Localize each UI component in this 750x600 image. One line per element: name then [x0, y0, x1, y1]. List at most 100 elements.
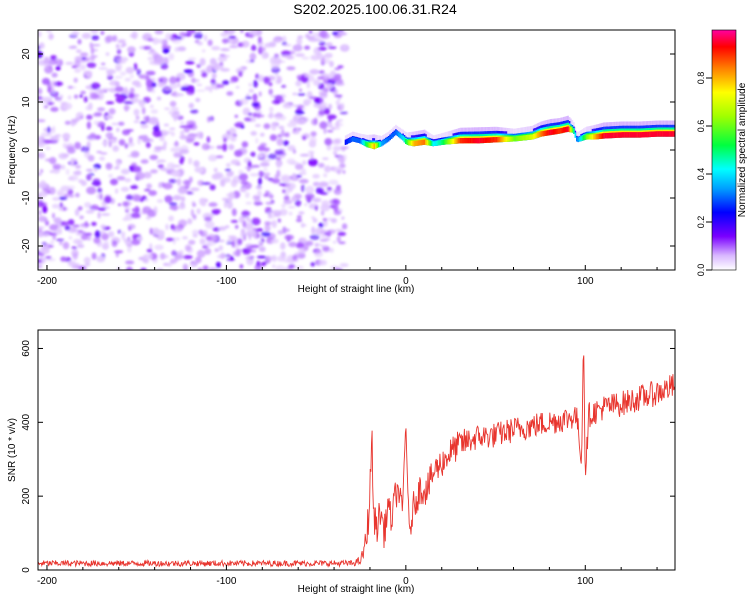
ridge-cell: [433, 141, 436, 146]
ridge-cell: [672, 131, 674, 137]
noise-speckle: [72, 86, 76, 89]
noise-speckle: [284, 188, 290, 197]
ridge-cell: [413, 140, 416, 147]
noise-speckle: [211, 73, 217, 79]
noise-speckle: [43, 217, 48, 224]
ridge-cell: [594, 134, 597, 140]
noise-speckle: [318, 259, 327, 266]
ridge-cell: [535, 132, 538, 139]
noise-speckle: [319, 121, 328, 130]
ridge-cell: [512, 136, 515, 142]
noise-speckle: [170, 107, 180, 111]
noise-speckle: [310, 54, 320, 61]
noise-speckle: [149, 227, 154, 235]
noise-speckle: [223, 200, 227, 209]
noise-speckle: [180, 86, 189, 91]
noise-speckle: [80, 234, 89, 241]
noise-speckle: [39, 180, 47, 189]
ridge-cell: [518, 135, 521, 141]
noise-speckle: [145, 216, 152, 220]
noise-speckle: [323, 219, 328, 227]
noise-speckle: [112, 145, 119, 152]
noise-speckle: [42, 205, 48, 214]
ridge-cell: [525, 135, 528, 141]
noise-speckle: [128, 226, 132, 231]
noise-speckle: [304, 73, 312, 78]
noise-speckle: [325, 83, 333, 89]
noise-speckle: [233, 123, 243, 127]
noise-speckle: [169, 100, 177, 107]
ridge-cell: [359, 138, 361, 144]
ridge-cell: [557, 128, 559, 134]
ridge-cell: [610, 132, 612, 139]
noise-speckle: [106, 69, 116, 75]
noise-speckle: [260, 162, 270, 167]
noise-speckle: [263, 168, 268, 171]
ridge-cell: [570, 127, 572, 133]
noise-speckle: [68, 194, 75, 198]
ridge-cell: [540, 131, 542, 137]
ridge-cell: [476, 137, 479, 144]
noise-speckle: [295, 242, 304, 249]
noise-speckle: [38, 119, 46, 123]
noise-speckle: [169, 127, 176, 131]
noise-speckle: [128, 92, 135, 99]
noise-speckle: [284, 234, 295, 241]
noise-speckle: [122, 129, 131, 136]
noise-speckle: [43, 56, 50, 61]
noise-speckle: [226, 171, 234, 177]
noise-speckle: [249, 173, 259, 177]
noise-speckle: [320, 210, 325, 216]
ridge-cell: [452, 138, 455, 144]
noise-speckle: [295, 80, 302, 87]
noise-speckle: [124, 143, 128, 149]
noise-speckle: [183, 69, 194, 74]
noise-speckle: [79, 64, 87, 71]
noise-speckle: [270, 62, 280, 69]
noise-speckle: [67, 260, 77, 267]
noise-speckle: [332, 151, 338, 155]
noise-speckle: [214, 172, 224, 179]
noise-speckle: [129, 34, 136, 38]
ridge-cell: [409, 140, 411, 146]
noise-speckle: [255, 137, 259, 144]
noise-speckle: [313, 249, 324, 258]
ridge-cell: [502, 136, 505, 143]
noise-speckle: [136, 68, 141, 76]
noise-speckle: [124, 86, 128, 95]
noise-speckle: [225, 225, 230, 229]
ridge-cell: [428, 140, 430, 146]
noise-speckle: [150, 169, 158, 174]
noise-speckle: [202, 230, 208, 238]
ridge-cell: [349, 138, 351, 143]
noise-speckle: [99, 193, 103, 201]
ridge-cell: [346, 139, 348, 145]
ridge-cell: [528, 134, 531, 140]
noise-speckle: [258, 246, 266, 252]
noise-speckle: [47, 126, 51, 134]
noise-speckle: [245, 96, 252, 100]
colorbar-gradient: [711, 29, 737, 271]
noise-speckle: [309, 136, 317, 144]
noise-speckle: [248, 82, 253, 87]
ridge-cell: [383, 139, 386, 145]
noise-speckle: [85, 209, 95, 214]
noise-speckle: [265, 190, 270, 195]
noise-speckle: [79, 215, 84, 220]
noise-speckle: [283, 199, 293, 205]
noise-speckle: [249, 59, 255, 63]
spectrogram-noise-region: [38, 30, 350, 270]
noise-speckle: [79, 225, 87, 229]
noise-speckle: [73, 94, 79, 99]
noise-speckle: [48, 186, 56, 195]
noise-speckle: [230, 219, 239, 223]
noise-speckle: [192, 202, 197, 207]
noise-speckle: [169, 83, 178, 90]
ridge-cell: [521, 135, 523, 141]
ridge-cell: [362, 140, 364, 145]
noise-speckle: [121, 232, 125, 240]
ridge-cell: [481, 137, 483, 144]
noise-speckle: [317, 83, 325, 90]
noise-speckle: [171, 38, 182, 44]
noise-speckle: [40, 169, 44, 173]
